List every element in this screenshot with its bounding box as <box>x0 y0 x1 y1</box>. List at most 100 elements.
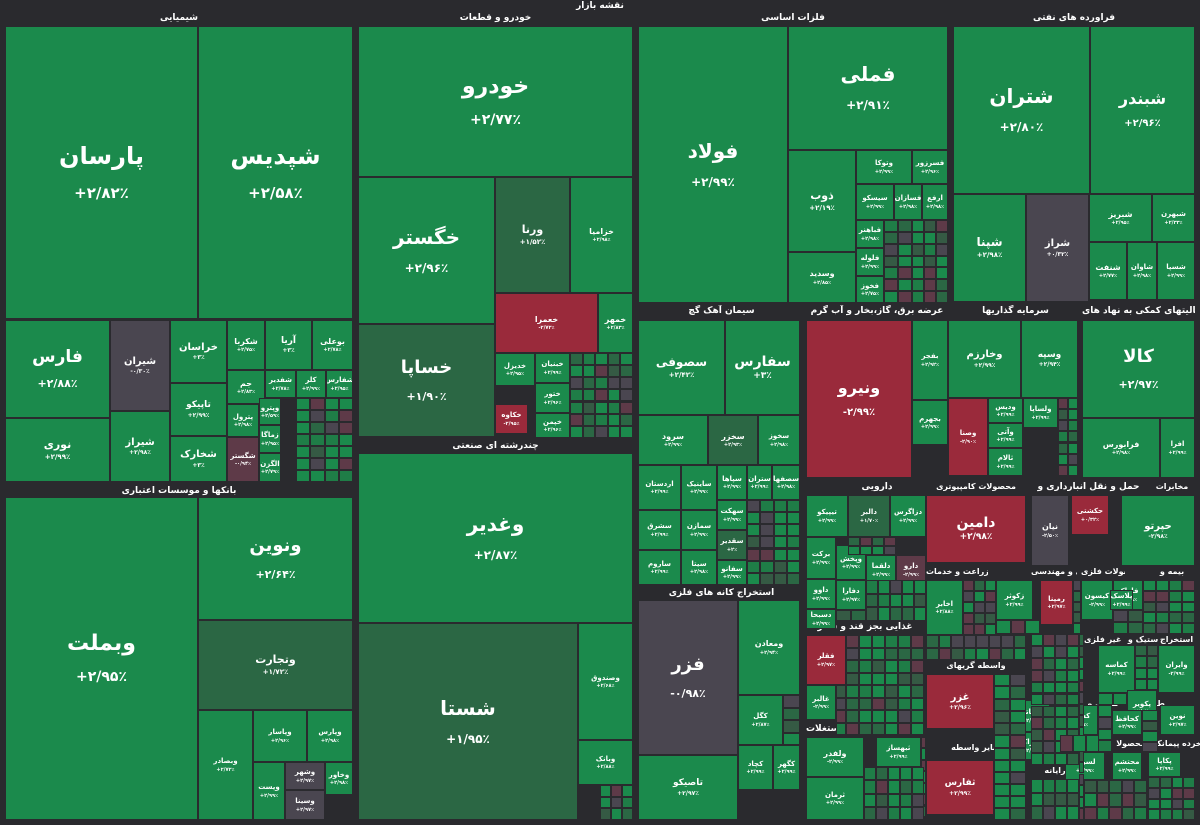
small-stock-cell[interactable] <box>1079 703 1084 716</box>
small-stock-cell[interactable] <box>1010 808 1026 820</box>
small-stock-cell[interactable] <box>1043 717 1055 730</box>
stock-tile[interactable]: الگزن +۲/۷۹٪ <box>259 453 281 482</box>
small-stock-cell[interactable] <box>1010 686 1026 699</box>
stock-tile[interactable]: اردستان +۲/۹۹٪ <box>638 465 681 510</box>
small-stock-cell[interactable] <box>338 398 354 410</box>
small-stock-cell[interactable] <box>1043 753 1055 765</box>
stock-tile[interactable]: سخزر +۲/۹۳٪ <box>708 415 758 465</box>
stock-tile[interactable]: آریا +۳٪ <box>265 320 312 370</box>
small-stock-cell[interactable] <box>885 685 898 698</box>
small-stock-cell[interactable] <box>1098 728 1112 741</box>
small-stock-cell[interactable] <box>1128 622 1143 634</box>
stock-tile[interactable]: فباهنر +۲/۹۸٪ <box>856 220 884 248</box>
small-stock-cell[interactable] <box>773 512 787 525</box>
small-stock-cell[interactable] <box>859 697 872 710</box>
small-stock-cell[interactable] <box>1031 705 1043 718</box>
small-stock-cell[interactable] <box>898 685 911 698</box>
stock-tile[interactable]: وپارس +۲/۹۸٪ <box>307 710 353 762</box>
small-stock-cell[interactable] <box>570 353 583 366</box>
small-stock-cell[interactable] <box>1148 787 1160 799</box>
small-stock-cell[interactable] <box>1079 761 1084 774</box>
small-stock-cell[interactable] <box>936 267 948 280</box>
small-stock-cell[interactable] <box>985 624 996 635</box>
stock-tile[interactable]: ومعادن +۲/۹۴٪ <box>738 600 800 695</box>
stock-tile[interactable]: محتشم +۲/۹۹٪ <box>1112 752 1142 780</box>
small-stock-cell[interactable] <box>1121 780 1134 794</box>
small-stock-cell[interactable] <box>760 536 774 549</box>
small-stock-cell[interactable] <box>620 377 633 390</box>
small-stock-cell[interactable] <box>622 796 633 809</box>
small-stock-cell[interactable] <box>994 784 1010 796</box>
small-stock-cell[interactable] <box>911 685 924 698</box>
small-stock-cell[interactable] <box>1159 798 1172 810</box>
small-stock-cell[interactable] <box>1109 780 1122 794</box>
small-stock-cell[interactable] <box>1142 731 1158 742</box>
small-stock-cell[interactable] <box>595 365 608 378</box>
small-stock-cell[interactable] <box>924 279 936 292</box>
small-stock-cell[interactable] <box>912 243 924 256</box>
small-stock-cell[interactable] <box>1183 777 1196 788</box>
stock-tile[interactable]: فملی +۲/۹۱٪ <box>788 26 948 150</box>
small-stock-cell[interactable] <box>1043 645 1055 658</box>
small-stock-cell[interactable] <box>1010 747 1026 760</box>
small-stock-cell[interactable] <box>994 735 1010 748</box>
small-stock-cell[interactable] <box>1067 806 1079 820</box>
small-stock-cell[interactable] <box>1031 792 1043 807</box>
small-stock-cell[interactable] <box>900 767 912 781</box>
small-stock-cell[interactable] <box>872 537 884 546</box>
small-stock-cell[interactable] <box>1073 735 1086 752</box>
stock-tile[interactable]: جم +۲/۸۳٪ <box>227 370 265 404</box>
stock-tile[interactable]: شپدیس +۲/۵۸٪ <box>198 26 353 319</box>
small-stock-cell[interactable] <box>1146 656 1158 668</box>
small-stock-cell[interactable] <box>898 635 911 648</box>
stock-tile[interactable]: داوو +۲/۹۹٪ <box>806 579 836 609</box>
small-stock-cell[interactable] <box>1031 741 1043 754</box>
small-stock-cell[interactable] <box>310 410 325 422</box>
small-stock-cell[interactable] <box>884 537 896 546</box>
small-stock-cell[interactable] <box>324 398 339 410</box>
small-stock-cell[interactable] <box>963 602 974 613</box>
small-stock-cell[interactable] <box>611 785 622 797</box>
small-stock-cell[interactable] <box>1079 796 1084 809</box>
small-stock-cell[interactable] <box>859 647 872 660</box>
small-stock-cell[interactable] <box>938 635 951 648</box>
small-stock-cell[interactable] <box>1073 580 1081 591</box>
small-stock-cell[interactable] <box>898 710 911 723</box>
stock-tile[interactable]: وپترو +۲/۵۹٪ <box>259 398 281 425</box>
stock-tile[interactable]: نوین +۲/۹۷٪ <box>1160 705 1195 735</box>
small-stock-cell[interactable] <box>1169 601 1182 613</box>
small-stock-cell[interactable] <box>1031 717 1043 730</box>
small-stock-cell[interactable] <box>1058 420 1068 432</box>
small-stock-cell[interactable] <box>974 591 985 602</box>
small-stock-cell[interactable] <box>1031 753 1043 765</box>
small-stock-cell[interactable] <box>1031 806 1043 820</box>
small-stock-cell[interactable] <box>607 365 621 378</box>
small-stock-cell[interactable] <box>1156 580 1169 591</box>
small-stock-cell[interactable] <box>994 686 1010 699</box>
small-stock-cell[interactable] <box>1055 717 1067 730</box>
stock-tile[interactable]: ونوین +۲/۶۴٪ <box>198 497 353 620</box>
stock-tile[interactable]: دامین +۲/۹۸٪ <box>926 495 1026 563</box>
small-stock-cell[interactable] <box>872 635 885 648</box>
small-stock-cell[interactable] <box>921 748 926 760</box>
small-stock-cell[interactable] <box>1067 705 1079 718</box>
small-stock-cell[interactable] <box>985 591 996 602</box>
small-stock-cell[interactable] <box>607 413 621 426</box>
small-stock-cell[interactable] <box>783 695 800 708</box>
small-stock-cell[interactable] <box>994 723 1010 736</box>
small-stock-cell[interactable] <box>296 446 311 458</box>
small-stock-cell[interactable] <box>1067 753 1079 765</box>
small-stock-cell[interactable] <box>760 512 774 525</box>
stock-tile[interactable]: فزر -۰/۹۸٪ <box>638 600 738 755</box>
small-stock-cell[interactable] <box>864 806 876 821</box>
small-stock-cell[interactable] <box>994 747 1010 760</box>
small-stock-cell[interactable] <box>872 722 885 735</box>
stock-tile[interactable]: خودرو +۲/۷۷٪ <box>358 26 633 177</box>
small-stock-cell[interactable] <box>963 613 974 624</box>
stock-tile[interactable]: خراسان +۳٪ <box>170 320 227 383</box>
stock-tile[interactable]: نیان -۲/۵۰٪ <box>1031 495 1069 566</box>
small-stock-cell[interactable] <box>1079 715 1084 727</box>
small-stock-cell[interactable] <box>1031 693 1043 706</box>
small-stock-cell[interactable] <box>747 572 761 585</box>
small-stock-cell[interactable] <box>786 512 801 525</box>
